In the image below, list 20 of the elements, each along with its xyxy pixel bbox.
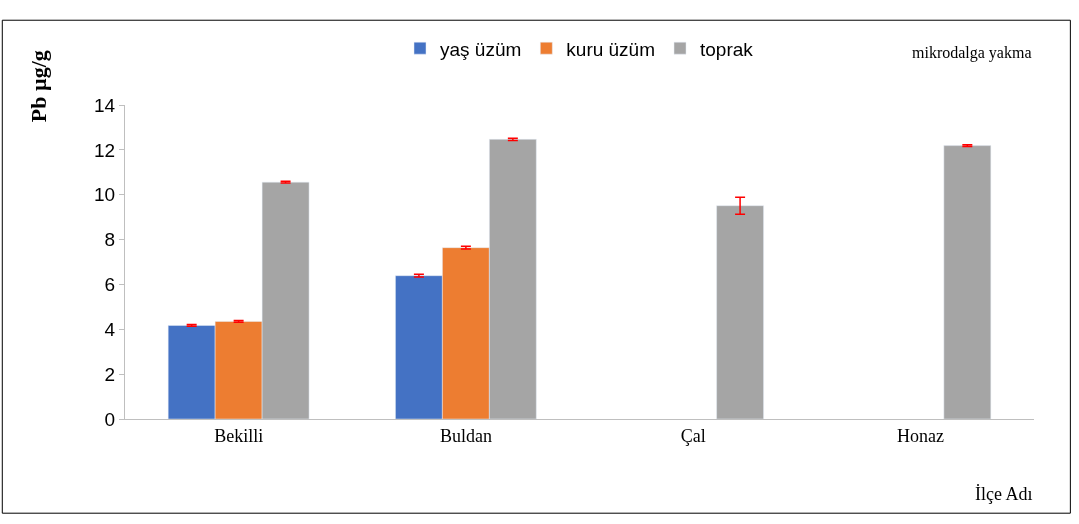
x-axis-title: İlçe Adı xyxy=(975,484,1033,504)
x-tick-label: Buldan xyxy=(439,425,492,446)
y-tick-label: 12 xyxy=(94,139,116,161)
y-tick-label: 14 xyxy=(94,94,116,116)
legend-label: kuru üzüm xyxy=(566,38,656,60)
x-tick-label: Çal xyxy=(680,425,706,446)
bar xyxy=(716,205,764,419)
text: mikrodalga yakma xyxy=(912,44,1032,62)
x-tick-label: Honaz xyxy=(896,425,944,446)
y-tick-label: 8 xyxy=(104,229,116,251)
y-axis-title: Pb µg/g xyxy=(26,50,52,123)
y-tick-label: 4 xyxy=(104,318,116,340)
x-tick-label: Bekilli xyxy=(214,425,264,446)
y-tick-label: 6 xyxy=(104,274,116,296)
legend-label: toprak xyxy=(700,38,754,60)
legend-label: yaş üzüm xyxy=(440,38,522,60)
y-tick-label: 2 xyxy=(104,363,116,385)
bar xyxy=(943,145,992,419)
y-tick-label: 0 xyxy=(104,408,116,430)
y-tick-label: 10 xyxy=(94,184,116,206)
